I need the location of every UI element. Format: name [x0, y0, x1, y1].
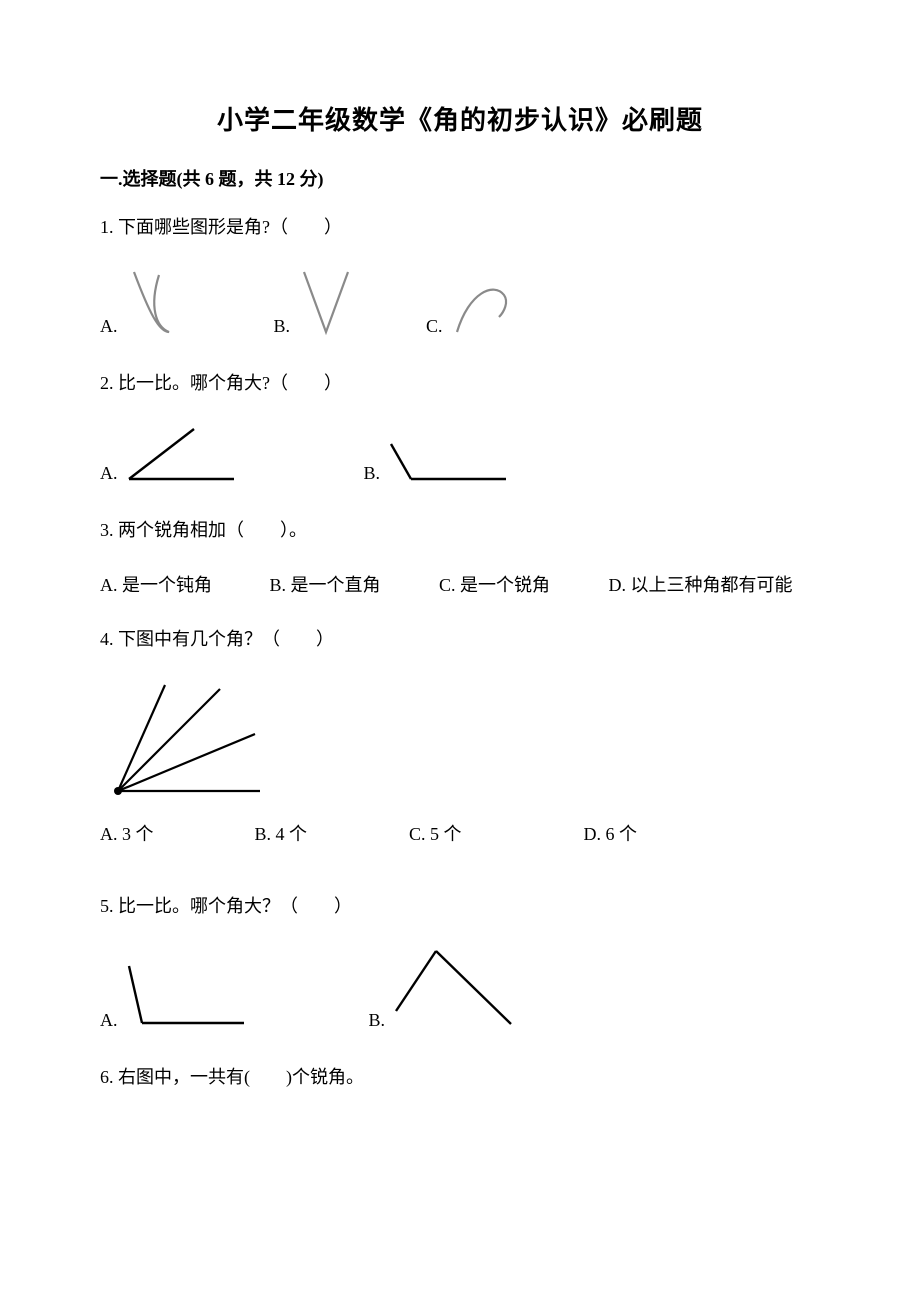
q1a-figure-icon	[124, 267, 204, 337]
option-label: A.	[100, 463, 118, 484]
q5a-angle-icon	[124, 961, 249, 1031]
q2a-angle-icon	[124, 424, 244, 484]
question-4-options: A. 3 个 B. 4 个 C. 5 个 D. 6 个	[100, 819, 820, 850]
question-1-options: A. B. C.	[100, 267, 820, 337]
q4-option-c: C. 5 个	[409, 819, 579, 850]
question-6-text: 6. 右图中，一共有( )个锐角。	[100, 1061, 820, 1093]
question-2-text: 2. 比一比。哪个角大?（ ）	[100, 367, 820, 399]
q5b-angle-icon	[391, 946, 521, 1031]
page-title: 小学二年级数学《角的初步认识》必刷题	[100, 100, 820, 137]
q4-option-a: A. 3 个	[100, 819, 250, 850]
question-5-text: 5. 比一比。哪个角大？（ ）	[100, 890, 820, 922]
q4-fan-icon	[110, 679, 270, 799]
option-label: B.	[369, 1010, 386, 1031]
q2b-angle-icon	[386, 424, 511, 484]
question-1-text: 1. 下面哪些图形是角?（ ）	[100, 211, 820, 243]
q3-option-d: D. 以上三种角都有可能	[609, 570, 793, 601]
question-5-options: A. B.	[100, 946, 820, 1031]
q5-option-a: A.	[100, 961, 249, 1031]
question-2-options: A. B.	[100, 424, 820, 484]
question-3-text: 3. 两个锐角相加（ ）。	[100, 514, 820, 546]
option-label: A.	[100, 1010, 118, 1031]
q1c-figure-icon	[449, 277, 519, 337]
question-4-text: 4. 下图中有几个角？（ ）	[100, 623, 820, 655]
q4-option-d: D. 6 个	[584, 819, 638, 850]
section-header: 一.选择题(共 6 题，共 12 分)	[100, 165, 820, 191]
q1b-figure-icon	[296, 267, 356, 337]
option-label: B.	[274, 316, 291, 337]
q4-option-b: B. 4 个	[255, 819, 405, 850]
question-3-options: A. 是一个钝角 B. 是一个直角 C. 是一个锐角 D. 以上三种角都有可能	[100, 570, 820, 601]
q3-option-c: C. 是一个锐角	[439, 570, 604, 601]
q3-option-a: A. 是一个钝角	[100, 570, 265, 601]
option-label: C.	[426, 316, 443, 337]
option-label: B.	[364, 463, 381, 484]
q5-option-b: B.	[369, 946, 522, 1031]
worksheet-page: 小学二年级数学《角的初步认识》必刷题 一.选择题(共 6 题，共 12 分) 1…	[0, 0, 920, 1158]
q1-option-a: A.	[100, 267, 204, 337]
question-4-figure	[110, 679, 820, 799]
option-label: A.	[100, 316, 118, 337]
q2-option-a: A.	[100, 424, 244, 484]
q1-option-b: B.	[274, 267, 357, 337]
q2-option-b: B.	[364, 424, 512, 484]
q1-option-c: C.	[426, 277, 519, 337]
q3-option-b: B. 是一个直角	[270, 570, 435, 601]
